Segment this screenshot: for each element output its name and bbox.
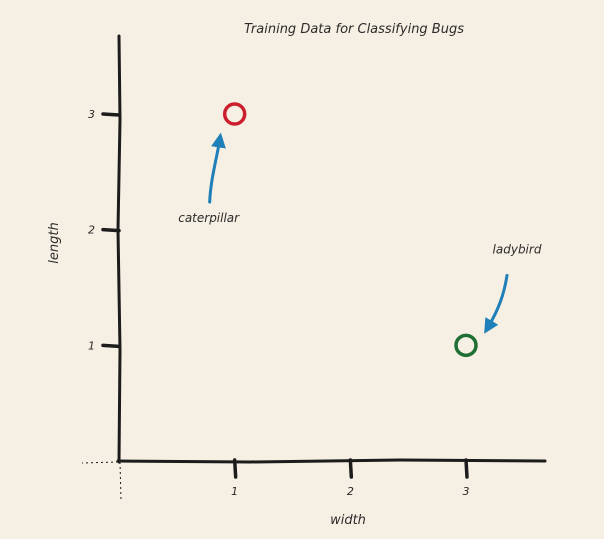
y-ticks: 1 2 3 — [88, 108, 121, 352]
annotation-arrow-ladybird — [484, 273, 509, 334]
chart-title: Training Data for Classifying Bugs — [244, 22, 464, 37]
x-axis-label: width — [330, 513, 366, 528]
data-point-caterpillar — [222, 102, 247, 126]
y-tick-label: 2 — [88, 224, 95, 237]
annotation-label-caterpillar: caterpillar — [178, 211, 240, 225]
y-tick-mark — [101, 227, 121, 233]
annotation-arrow-caterpillar — [208, 132, 226, 204]
y-tick-mark — [101, 112, 121, 117]
y-axis-line — [116, 34, 122, 464]
y-tick-label: 3 — [88, 108, 95, 121]
x-axis-line — [116, 458, 547, 464]
x-tick-label: 1 — [231, 485, 238, 498]
x-tick-mark — [348, 458, 354, 479]
axes — [81, 34, 547, 501]
x-tick-mark — [232, 458, 238, 479]
x-tick-label: 3 — [463, 485, 470, 498]
x-tick-label: 2 — [347, 485, 354, 498]
data-point-ladybird — [454, 333, 478, 358]
x-axis-tail — [81, 461, 119, 464]
y-tick-mark — [101, 343, 121, 349]
annotation-label-ladybird: ladybird — [493, 242, 542, 256]
x-tick-mark — [464, 458, 469, 479]
y-axis-tail — [119, 461, 122, 501]
x-ticks: 1 2 3 — [231, 458, 470, 498]
y-tick-label: 1 — [88, 339, 95, 352]
data-points: caterpillar ladybird — [178, 102, 542, 358]
y-axis-label: length — [47, 222, 62, 263]
